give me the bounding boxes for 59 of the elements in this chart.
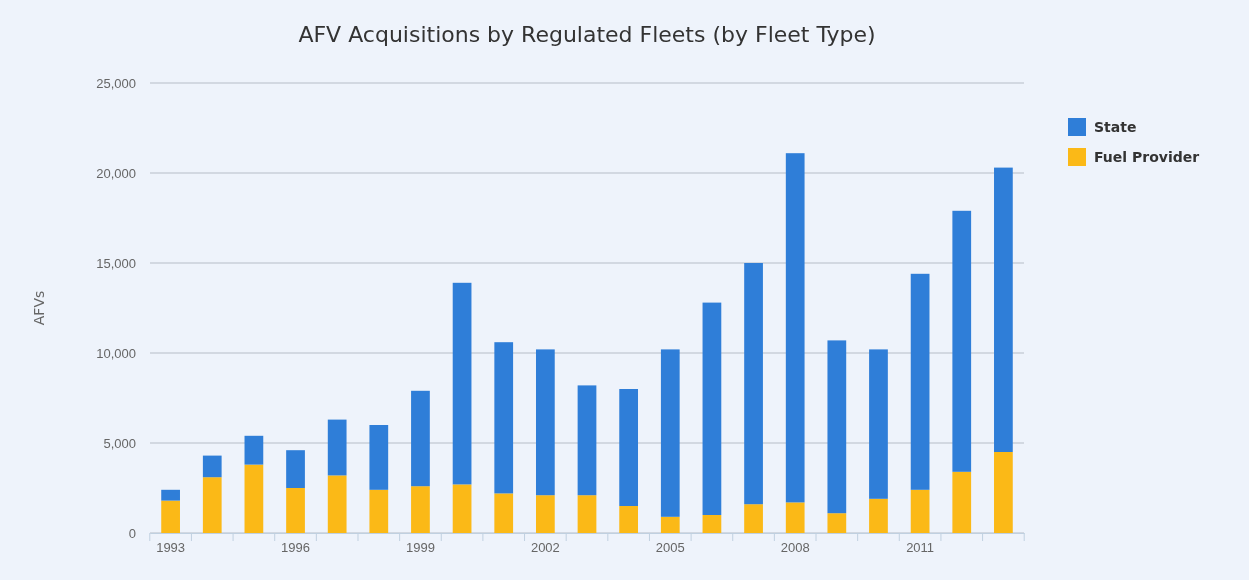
bar [744, 504, 763, 533]
bar [327, 419, 347, 476]
bar [535, 495, 555, 533]
bar [952, 210, 972, 472]
bar [869, 498, 888, 533]
x-tick-label: 1993 [156, 540, 186, 556]
bar [577, 495, 597, 533]
bar [827, 340, 847, 514]
bar [619, 506, 639, 533]
bar [869, 349, 888, 499]
bar [660, 349, 680, 517]
bar [744, 263, 763, 505]
chart-title: AFV Acquisitions by Regulated Fleets (by Fleet Type) [298, 22, 876, 47]
y-tick-label: 5,000 [103, 435, 136, 451]
y-tick-label: 20,000 [96, 165, 136, 181]
legend-label: State [1094, 119, 1137, 135]
x-tick-label: 2011 [906, 540, 935, 556]
bar [286, 488, 305, 533]
bar [411, 390, 430, 487]
bar [619, 389, 639, 506]
bar [452, 484, 472, 533]
bar [286, 450, 305, 488]
bar [994, 167, 1013, 452]
bar [910, 489, 930, 533]
x-tick-label: 1999 [405, 540, 435, 556]
x-tick-label: 2008 [780, 540, 810, 556]
bar [244, 435, 264, 465]
bar [452, 282, 472, 485]
bar [910, 273, 930, 490]
bar [161, 489, 180, 501]
x-tick-label: 2005 [655, 540, 685, 556]
x-tick-label: 1996 [281, 540, 310, 556]
y-tick-label: 0 [128, 525, 136, 541]
bar [327, 475, 347, 533]
bar [660, 516, 680, 533]
bar [535, 349, 555, 496]
bar [494, 342, 514, 494]
bar [494, 493, 514, 533]
x-tick-label: 2002 [530, 540, 560, 556]
bar [785, 153, 805, 503]
y-tick-label: 15,000 [96, 255, 136, 271]
bar [411, 486, 430, 533]
bar [202, 455, 222, 478]
bar [785, 502, 805, 533]
bar [161, 500, 180, 533]
legend-label: Fuel Provider [1094, 149, 1200, 165]
bar [369, 489, 389, 533]
y-tick-label: 10,000 [96, 345, 136, 361]
y-tick-label: 25,000 [96, 75, 136, 91]
bar [702, 515, 722, 533]
bar [577, 385, 597, 496]
bar [952, 471, 972, 533]
bar [702, 302, 722, 515]
bar [994, 452, 1013, 533]
y-axis-title: AFVs [31, 290, 47, 326]
bar [202, 477, 222, 533]
bar [827, 513, 847, 533]
bar [369, 425, 389, 490]
bar [244, 464, 264, 533]
